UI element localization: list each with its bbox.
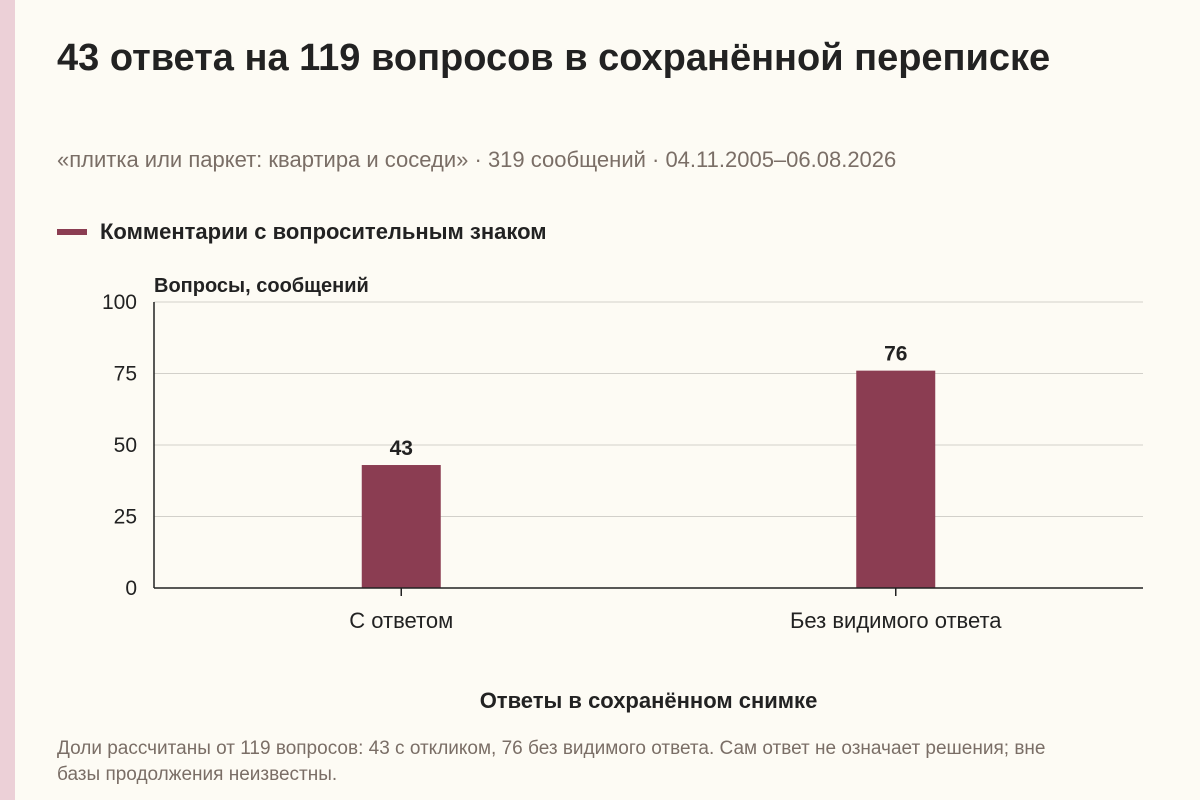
footnote: Доли рассчитаны от 119 вопросов: 43 с от… <box>57 738 1046 785</box>
y-tick-label: 25 <box>114 506 137 529</box>
legend-label: Комментарии с вопросительным знаком <box>100 219 547 244</box>
axes <box>153 302 1143 596</box>
page-subtitle: «плитка или паркет: квартира и соседи» ·… <box>57 147 897 172</box>
chart-labels: 0 25 50 75 100 43 С ответом 76 Без видимого отве… <box>102 275 1002 713</box>
y-tick-label: 75 <box>114 363 137 386</box>
x-axis-title: Ответы в сохранённом снимке <box>480 688 818 713</box>
y-tick-label: 50 <box>114 434 137 457</box>
data-label: 76 <box>884 343 907 366</box>
y-tick-label: 0 <box>125 577 137 600</box>
y-tick-label: 100 <box>102 291 137 314</box>
legend-swatch <box>57 229 87 235</box>
x-tick-label: С ответом <box>349 608 453 633</box>
bar-answered <box>361 465 441 588</box>
x-tick-label: Без видимого ответа <box>790 608 1002 633</box>
data-label: 43 <box>390 437 413 460</box>
chart-legend: Комментарии с вопросительным знаком <box>57 218 547 246</box>
grid-lines <box>154 301 1143 517</box>
page-title: 43 ответа на 119 вопросов в сохранённой … <box>57 37 1051 79</box>
bar-unanswered <box>856 370 936 588</box>
bars <box>361 370 936 588</box>
left-accent-stripe <box>0 0 15 800</box>
y-axis-title: Вопросы, сообщений <box>154 275 369 297</box>
